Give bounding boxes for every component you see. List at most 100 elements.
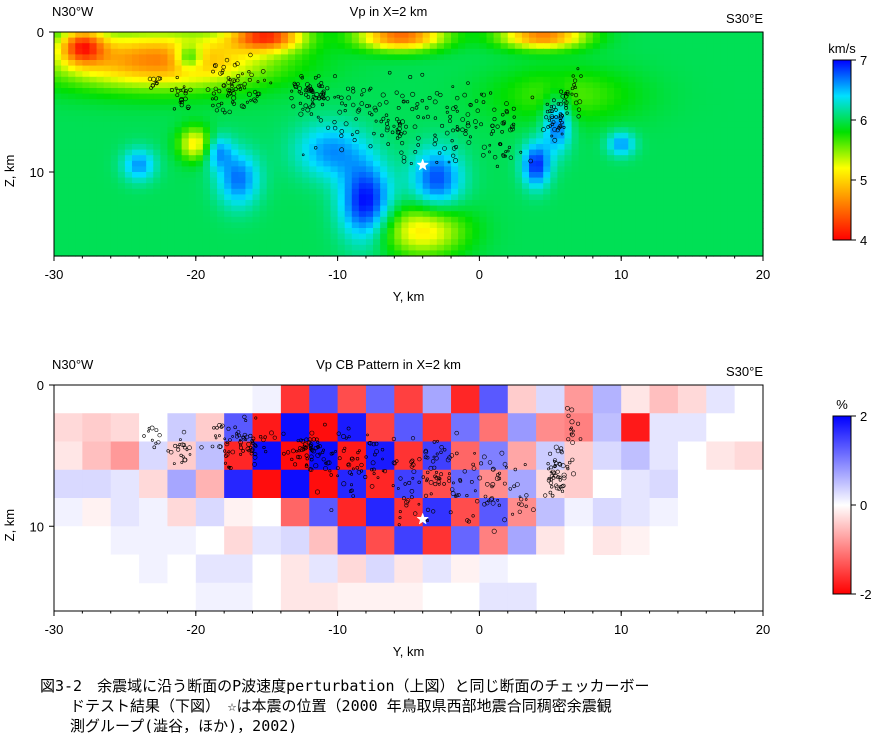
velocity-cell xyxy=(280,132,289,139)
velocity-cell xyxy=(209,239,218,246)
aftershock-marker xyxy=(316,445,320,449)
velocity-cell xyxy=(571,60,580,67)
aftershock-marker xyxy=(496,473,500,477)
velocity-cell xyxy=(741,93,750,100)
aftershock-marker xyxy=(511,512,515,516)
velocity-cell xyxy=(685,110,693,117)
velocity-cell xyxy=(614,82,622,89)
velocity-cell xyxy=(245,110,254,117)
velocity-cell xyxy=(748,110,757,117)
aftershock-marker xyxy=(565,111,569,115)
velocity-cell xyxy=(422,205,431,212)
velocity-cell xyxy=(351,110,360,117)
velocity-cell xyxy=(188,239,197,246)
aftershock-marker xyxy=(549,485,554,489)
velocity-cell xyxy=(217,244,225,251)
velocity-cell xyxy=(387,99,395,106)
velocity-cell xyxy=(599,228,608,235)
velocity-cell xyxy=(401,32,410,39)
velocity-cell xyxy=(486,177,495,184)
aftershock-marker xyxy=(320,84,325,89)
velocity-cell xyxy=(720,166,729,173)
velocity-cell xyxy=(755,149,764,156)
velocity-cell xyxy=(514,144,523,151)
velocity-cell xyxy=(287,116,296,123)
velocity-cell xyxy=(365,200,374,207)
velocity-cell xyxy=(344,188,353,195)
velocity-cell xyxy=(252,110,261,117)
velocity-cell xyxy=(585,132,594,139)
velocity-cell xyxy=(699,76,707,83)
velocity-cell xyxy=(323,244,332,251)
velocity-cell xyxy=(706,239,714,246)
velocity-cell xyxy=(252,250,261,257)
velocity-cell xyxy=(607,116,615,123)
velocity-cell xyxy=(720,211,729,218)
aftershock-marker xyxy=(462,469,467,474)
velocity-cell xyxy=(252,43,261,50)
velocity-cell xyxy=(493,183,502,190)
velocity-cell xyxy=(153,155,161,162)
velocity-cell xyxy=(110,127,119,134)
velocity-cell xyxy=(599,222,608,229)
velocity-cell xyxy=(167,60,176,67)
velocity-cell xyxy=(103,121,112,128)
velocity-cell xyxy=(117,239,126,246)
velocity-cell xyxy=(543,138,551,145)
velocity-cell xyxy=(607,138,615,145)
aftershock-marker xyxy=(351,494,356,498)
velocity-cell xyxy=(741,43,750,50)
velocity-cell xyxy=(323,116,332,123)
velocity-cell xyxy=(380,228,388,235)
velocity-cell xyxy=(202,244,211,251)
velocity-cell xyxy=(252,239,261,246)
velocity-cell xyxy=(61,121,69,128)
velocity-cell xyxy=(663,244,672,251)
velocity-cell xyxy=(61,99,69,106)
velocity-cell xyxy=(436,188,445,195)
velocity-cell xyxy=(181,127,190,134)
velocity-cell xyxy=(238,99,247,106)
aftershock-marker xyxy=(308,442,314,447)
velocity-cell xyxy=(543,155,551,162)
velocity-cell xyxy=(167,104,176,111)
velocity-cell xyxy=(387,48,395,55)
velocity-cell xyxy=(578,104,587,111)
velocity-cell xyxy=(401,166,410,173)
velocity-cell xyxy=(139,222,147,229)
velocity-cell xyxy=(96,60,105,67)
velocity-cell xyxy=(295,205,303,212)
velocity-cell xyxy=(295,37,303,44)
aftershock-marker xyxy=(463,131,468,136)
velocity-cell xyxy=(96,200,105,207)
velocity-cell xyxy=(727,93,736,100)
velocity-cell xyxy=(344,43,353,50)
velocity-cell xyxy=(521,110,530,117)
velocity-cell xyxy=(287,149,296,156)
checker-cell xyxy=(621,469,651,499)
velocity-cell xyxy=(146,138,154,145)
velocity-cell xyxy=(755,160,764,167)
velocity-cell xyxy=(252,76,261,83)
velocity-cell xyxy=(592,88,601,95)
velocity-cell xyxy=(209,188,218,195)
velocity-cell xyxy=(685,177,693,184)
velocity-cell xyxy=(720,244,729,251)
velocity-cell xyxy=(628,183,636,190)
velocity-cell xyxy=(394,172,403,179)
velocity-cell xyxy=(309,121,317,128)
velocity-cell xyxy=(408,239,417,246)
velocity-cell xyxy=(61,222,69,229)
velocity-cell xyxy=(727,239,736,246)
aftershock-marker xyxy=(570,86,575,91)
velocity-cell xyxy=(436,177,445,184)
checker-cell xyxy=(706,413,736,442)
velocity-cell xyxy=(607,222,615,229)
velocity-cell xyxy=(550,37,558,44)
velocity-cell xyxy=(401,110,410,117)
aftershock-marker xyxy=(492,117,497,122)
velocity-cell xyxy=(564,228,573,235)
aftershock-marker xyxy=(490,466,496,472)
checker-cell xyxy=(195,582,225,612)
velocity-cell xyxy=(451,205,459,212)
